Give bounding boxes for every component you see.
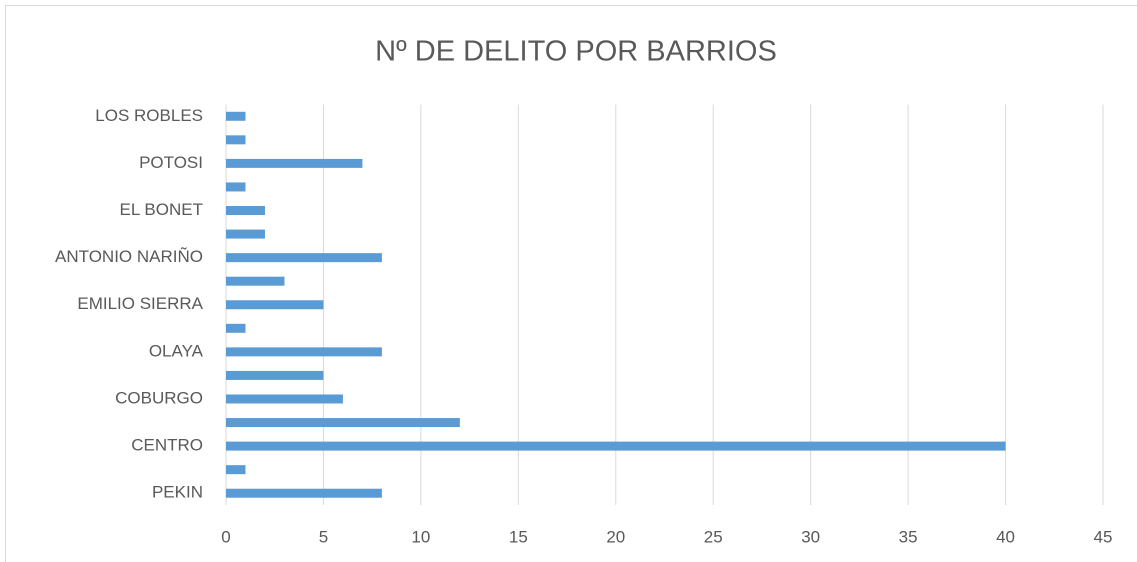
y-tick-label: EL BONET [120, 200, 203, 219]
bar [226, 465, 246, 475]
bar [226, 323, 246, 333]
chart-frame [5, 5, 1137, 562]
bar [226, 182, 246, 192]
x-tick-label: 40 [996, 527, 1015, 546]
bar [226, 206, 265, 216]
bar [226, 158, 363, 168]
x-tick-label: 5 [319, 527, 328, 546]
x-tick-label: 15 [509, 527, 528, 546]
y-tick-label: PEKIN [152, 483, 203, 502]
chart-title: Nº DE DELITO POR BARRIOS [375, 36, 777, 68]
y-tick-label: POTOSI [139, 153, 203, 172]
y-tick-label: CENTRO [131, 436, 203, 455]
y-tick-label: COBURGO [115, 388, 203, 407]
x-tick-label: 10 [411, 527, 430, 546]
x-tick-label: 0 [221, 527, 230, 546]
bar [226, 370, 324, 380]
bar [226, 253, 382, 263]
y-tick-label: LOS ROBLES [95, 106, 203, 125]
x-tick-label: 20 [606, 527, 625, 546]
y-tick-label: OLAYA [149, 341, 204, 360]
x-tick-label: 25 [704, 527, 723, 546]
bar [226, 111, 246, 121]
y-tick-label: EMILIO SIERRA [77, 294, 203, 313]
bar [226, 347, 382, 357]
x-tick-label: 45 [1094, 527, 1113, 546]
bar [226, 394, 343, 404]
bar [226, 276, 285, 286]
bar [226, 135, 246, 145]
bar [226, 488, 382, 498]
y-tick-label: ANTONIO NARIÑO [55, 247, 203, 266]
bar [226, 418, 460, 428]
bar [226, 441, 1006, 451]
bar [226, 300, 324, 310]
x-tick-label: 35 [899, 527, 918, 546]
bar [226, 229, 265, 239]
x-tick-label: 30 [801, 527, 820, 546]
